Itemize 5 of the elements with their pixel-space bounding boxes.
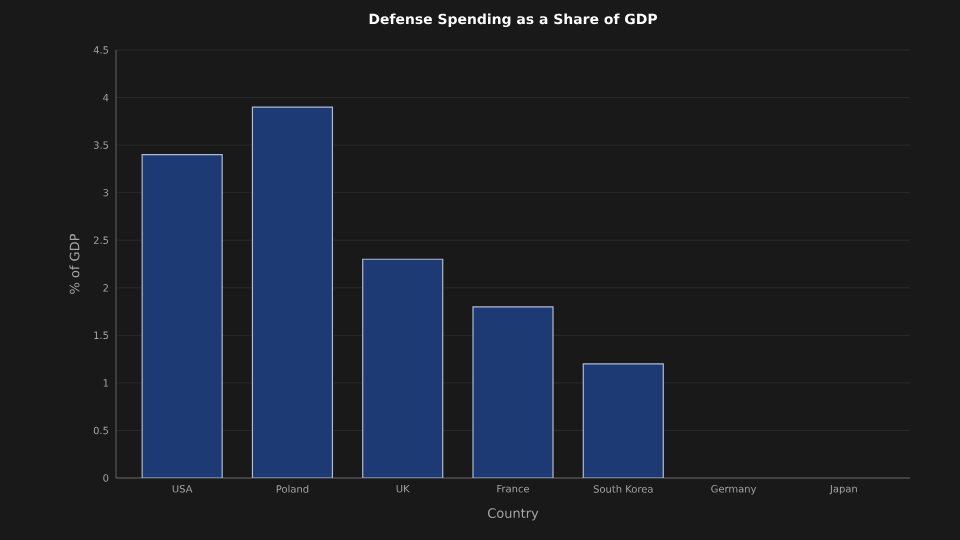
bar (362, 258, 444, 478)
bar (251, 106, 334, 478)
bar (582, 363, 664, 478)
bar (141, 154, 223, 478)
bar (472, 306, 554, 478)
